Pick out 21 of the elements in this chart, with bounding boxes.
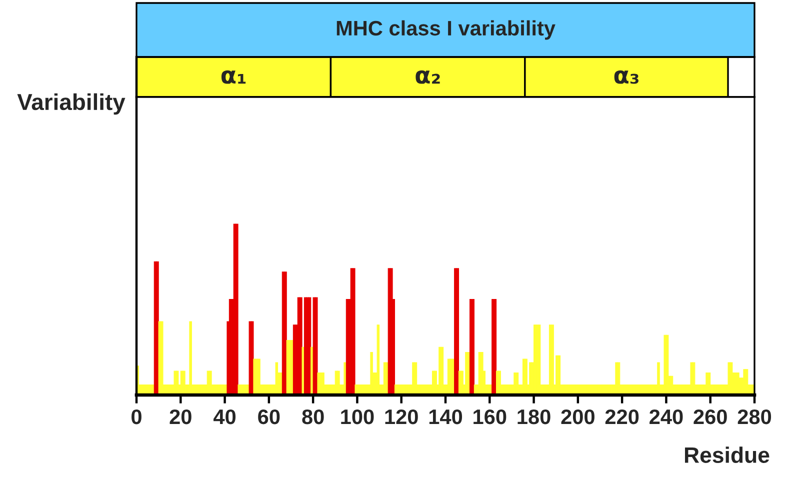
x-tick-label: 20 (170, 409, 192, 424)
series-label: α₁ (221, 70, 246, 84)
y-axis-title: Variability (17, 93, 126, 115)
chart-title: MHC class I variability (336, 20, 556, 40)
x-tick-label: 180 (518, 409, 550, 424)
x-tick-label: 280 (738, 409, 772, 424)
x-tick-label: 260 (694, 409, 727, 424)
x-tick-label: 140 (429, 409, 462, 424)
series-label: α₃ (614, 70, 638, 84)
x-tick-label: 60 (258, 409, 280, 424)
x-tick-label: 200 (561, 409, 594, 424)
x-tick-label: 40 (214, 409, 236, 424)
series-label: α₂ (416, 70, 440, 84)
x-tick-label: 100 (341, 409, 374, 424)
x-tick-label: 220 (605, 409, 639, 424)
x-tick-label: 0 (132, 409, 142, 424)
x-axis-title: Residue (684, 446, 770, 463)
x-tick-label: 80 (302, 409, 324, 424)
x-tick-label: 160 (474, 409, 506, 424)
x-tick-label: 240 (650, 409, 683, 424)
x-tick-label: 120 (385, 409, 418, 424)
